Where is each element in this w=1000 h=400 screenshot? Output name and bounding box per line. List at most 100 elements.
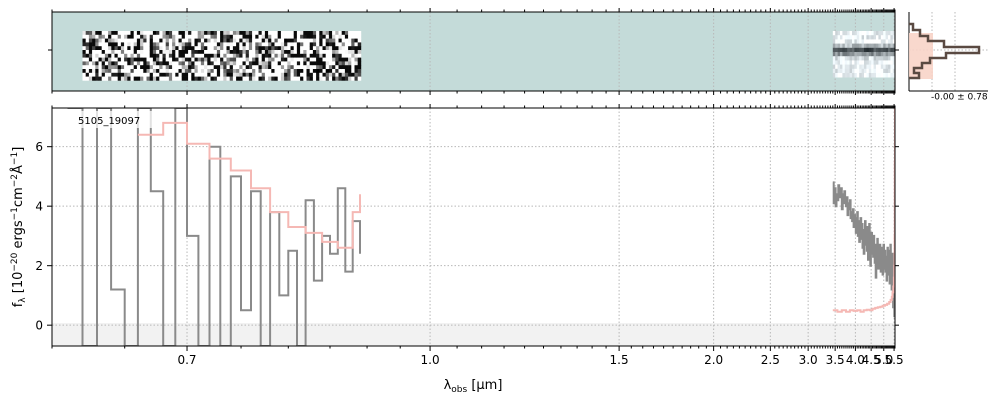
spectrum-2d-pixel [191, 42, 195, 47]
spectrum-2d-pixel [184, 31, 189, 36]
spectrum-2d-pixel [856, 56, 860, 61]
spectrum-2d-pixel [280, 31, 285, 36]
spectrum-2d-pixel [120, 42, 125, 47]
spectrum-2d-pixel [200, 72, 205, 77]
spectrum-2d-pixel [328, 76, 333, 81]
spectrum-2d-pixel [268, 34, 272, 39]
spectrum-2d-pixel [880, 52, 884, 57]
spectrum-2d-pixel [188, 53, 192, 58]
spectrum-2d-pixel [210, 46, 214, 51]
spectrum-2d-pixel [892, 43, 895, 49]
spectrum-2d-pixel [159, 57, 163, 62]
main-frame [51, 107, 896, 347]
spectrum-2d-pixel [236, 46, 240, 51]
spectrum-2d-pixel [223, 65, 227, 70]
spectrum-2d-pixel [883, 35, 886, 40]
spectrum-2d-pixel [136, 57, 141, 62]
spectrum-2d-pixel [140, 69, 144, 74]
spectrum-2d-pixel [873, 47, 877, 53]
spectrum-2d-pixel [868, 31, 872, 36]
spectrum-2d-pixel [226, 42, 230, 47]
spectrum-2d-pixel [332, 31, 336, 36]
spectrum-2d-pixel [264, 69, 269, 74]
spectrum-2d-pixel [92, 38, 96, 43]
spectrum-2d-pixel [130, 72, 134, 77]
spectrum-2d-pixel [880, 47, 884, 53]
spectrum-2d-pixel [165, 69, 170, 74]
spectrum-2d-pixel [332, 57, 336, 62]
spectrum-2d-pixel [883, 60, 886, 65]
spectrum-2d-pixel [175, 50, 179, 55]
spectrum-2d-pixel [210, 76, 214, 81]
spectrum-2d-pixel [236, 57, 240, 62]
spectrum-2d-pixel [213, 50, 218, 55]
spectrum-2d-pixel [216, 31, 221, 36]
spectrum-2d-pixel [837, 73, 841, 78]
spectrum-2d-pixel [98, 50, 102, 55]
spectrum-2d-pixel [354, 69, 358, 74]
spectrum-2d-pixel [880, 68, 884, 74]
spectrum-2d-pixel [245, 31, 250, 36]
spectrum-2d-pixel [835, 73, 838, 78]
spectrum-2d-pixel [149, 69, 154, 74]
spectrum-2d-pixel [143, 34, 147, 39]
spectrum-2d-pixel [220, 72, 224, 77]
spectrum-2d-pixel [252, 42, 256, 47]
spectrum-2d-pixel [213, 76, 218, 81]
spectrum-2d-pixel [133, 57, 138, 62]
spectrum-2d-pixel [271, 38, 275, 43]
spectrum-2d-pixel [82, 72, 86, 77]
spectrum-2d-pixel [200, 34, 205, 39]
spectrum-2d-pixel [864, 52, 867, 57]
spectrum-2d-pixel [316, 76, 320, 81]
spectrum-2d-pixel [341, 50, 346, 55]
spectrum-2d-pixel [849, 35, 853, 40]
spectrum-2d-pixel [204, 42, 208, 47]
spectrum-2d-pixel [852, 31, 855, 36]
spectrum-2d-pixel [85, 76, 90, 81]
spectrum-2d-pixel [213, 53, 218, 58]
x-tick-label: 3.5 [826, 353, 845, 367]
spectrum-2d-pixel [883, 31, 886, 36]
spectrum-2d-pixel [351, 65, 355, 70]
spectrum-2d-pixel [878, 56, 882, 61]
spectrum-2d-pixel [133, 38, 138, 43]
spectrum-2d-pixel [245, 34, 250, 39]
spectrum-2d-pixel [82, 46, 86, 51]
spectrum-2d-pixel [319, 53, 323, 58]
spectrum-2d-pixel [892, 31, 895, 36]
spectrum-2d-pixel [124, 65, 128, 70]
spectrum-2d-pixel [191, 31, 195, 36]
spectrum-2d-pixel [108, 38, 112, 43]
spectrum-2d-pixel [108, 76, 112, 81]
spectrum-2d-pixel [309, 38, 314, 43]
spectrum-2d-pixel [264, 53, 269, 58]
spectrum-2d-pixel [220, 69, 224, 74]
spectrum-2d-pixel [338, 38, 342, 43]
spectrum-2d-pixel [124, 69, 128, 74]
spectrum-2d-pixel [274, 57, 278, 62]
spectrum-2d-pixel [162, 61, 166, 66]
spectrum-2d-pixel [296, 76, 301, 81]
spectrum-2d-pixel [341, 34, 346, 39]
spectrum-2d-pixel [322, 76, 326, 81]
spectrum-2d-pixel [271, 61, 275, 66]
spectrum-2d-pixel [172, 42, 176, 47]
profile-line [909, 22, 981, 80]
spectrum-2d-pixel [120, 76, 125, 81]
spectrum-2d-pixel [890, 35, 894, 40]
spectrum-2d-pixel [274, 72, 278, 77]
spectrum-2d-pixel [268, 61, 272, 66]
spectrum-2d-pixel [152, 72, 157, 77]
spectrum-2d-pixel [344, 61, 349, 66]
spectrum-2d-pixel [82, 31, 86, 36]
spectrum-2d-pixel [117, 50, 122, 55]
spectrum-2d-pixel [335, 38, 339, 43]
spectrum-2d-pixel [220, 46, 224, 51]
spectrum-2d-pixel [104, 57, 109, 62]
spectrum-2d-pixel [146, 38, 150, 43]
spectrum-2d-pixel [229, 50, 234, 55]
spectrum-2d-pixel [146, 31, 150, 36]
spectrum-2d-pixel [178, 72, 182, 77]
spectrum-2d-pixel [117, 46, 122, 51]
